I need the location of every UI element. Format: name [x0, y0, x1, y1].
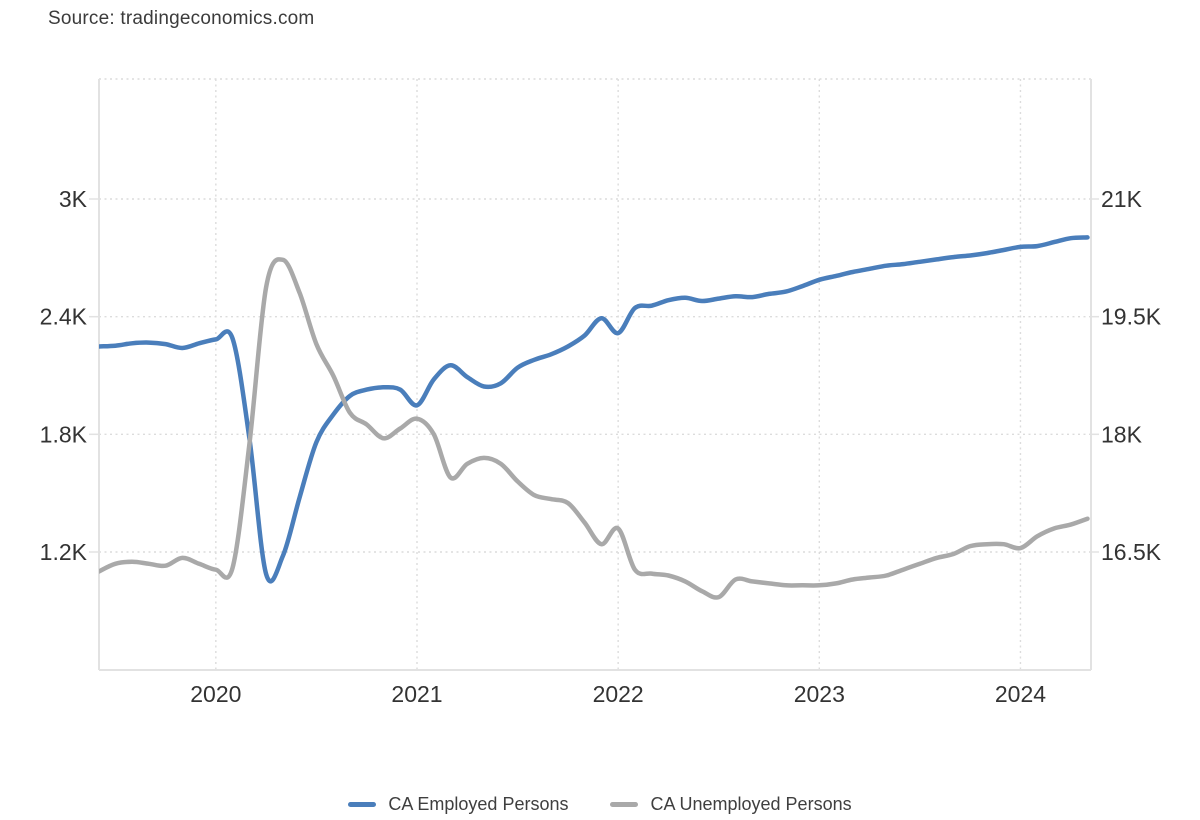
y-axis-right-label-3: 16.5K [1101, 539, 1162, 565]
legend-item-employed[interactable]: CA Employed Persons [348, 794, 568, 815]
legend-label-unemployed: CA Unemployed Persons [650, 793, 852, 814]
legend-swatch-employed-icon [348, 801, 377, 807]
series-line-employed[interactable] [99, 235, 1090, 584]
legend: CA Employed Persons CA Unemployed Person… [0, 789, 1200, 819]
legend-label-employed: CA Employed Persons [388, 793, 569, 814]
legend-item-unemployed[interactable]: CA Unemployed Persons [610, 793, 852, 815]
legend-swatch-unemployed-icon [610, 801, 639, 807]
x-axis-label-2023: 2023 [794, 681, 845, 707]
y-axis-left-label-3: 1.2K [40, 539, 88, 565]
source-label: Source: tradingeconomics.com [48, 8, 315, 29]
series-line-unemployed[interactable] [99, 257, 1090, 600]
y-axis-right-label-2: 18K [1101, 421, 1143, 447]
x-axis-label-2024: 2024 [995, 681, 1046, 707]
y-axis-left-label-1: 2.4K [40, 304, 88, 330]
y-axis-left-label-2: 1.8K [40, 421, 88, 447]
x-axis-label-2020: 2020 [190, 681, 241, 707]
x-axis-label-2021: 2021 [391, 681, 442, 707]
chart-canvas: 3K 21K 2.4K 19.5K 1.8K 18K 1.2K 16.5K 2020 2021 20… [40, 78, 1162, 707]
y-axis-right-label-0: 21K [1101, 186, 1143, 212]
x-axis-label-2022: 2022 [593, 681, 644, 707]
y-axis-left-label-0: 3K [59, 186, 88, 212]
y-axis-right-label-1: 19.5K [1101, 304, 1162, 330]
